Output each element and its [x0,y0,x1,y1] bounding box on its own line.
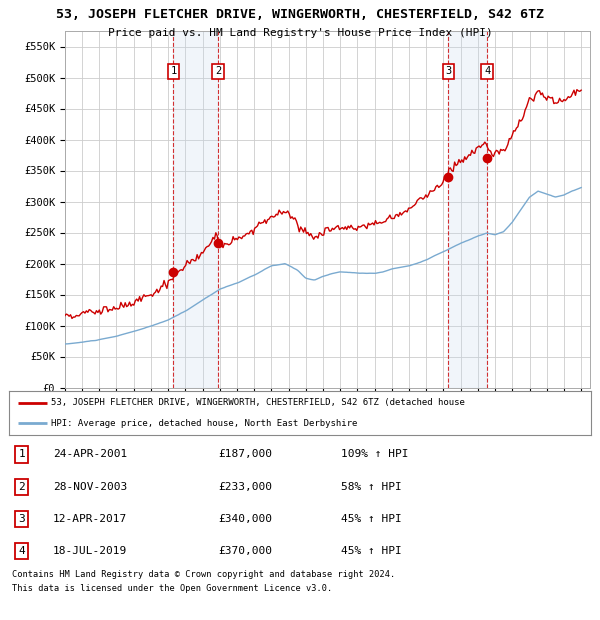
Text: This data is licensed under the Open Government Licence v3.0.: This data is licensed under the Open Gov… [12,584,332,593]
Text: 58% ↑ HPI: 58% ↑ HPI [341,482,401,492]
Bar [448,31,487,388]
Text: 3: 3 [445,66,451,76]
Text: 53, JOSEPH FLETCHER DRIVE, WINGERWORTH, CHESTERFIELD, S42 6TZ: 53, JOSEPH FLETCHER DRIVE, WINGERWORTH, … [56,8,544,21]
Text: 4: 4 [19,546,25,556]
Bar [173,31,218,388]
Text: Contains HM Land Registry data © Crown copyright and database right 2024.: Contains HM Land Registry data © Crown c… [12,570,395,580]
Text: 3: 3 [19,514,25,524]
Text: 45% ↑ HPI: 45% ↑ HPI [341,514,401,524]
Text: 1: 1 [19,450,25,459]
Text: 12-APR-2017: 12-APR-2017 [53,514,127,524]
Text: 109% ↑ HPI: 109% ↑ HPI [341,450,408,459]
Text: 1: 1 [170,66,176,76]
Text: 45% ↑ HPI: 45% ↑ HPI [341,546,401,556]
Text: HPI: Average price, detached house, North East Derbyshire: HPI: Average price, detached house, Nort… [51,418,357,428]
Text: 24-APR-2001: 24-APR-2001 [53,450,127,459]
Text: 2: 2 [215,66,221,76]
Text: £370,000: £370,000 [218,546,272,556]
Text: £187,000: £187,000 [218,450,272,459]
Text: £340,000: £340,000 [218,514,272,524]
Text: 28-NOV-2003: 28-NOV-2003 [53,482,127,492]
Text: 53, JOSEPH FLETCHER DRIVE, WINGERWORTH, CHESTERFIELD, S42 6TZ (detached house: 53, JOSEPH FLETCHER DRIVE, WINGERWORTH, … [51,398,465,407]
Text: Price paid vs. HM Land Registry's House Price Index (HPI): Price paid vs. HM Land Registry's House … [107,28,493,38]
Text: 18-JUL-2019: 18-JUL-2019 [53,546,127,556]
Text: 2: 2 [19,482,25,492]
Text: £233,000: £233,000 [218,482,272,492]
Text: 4: 4 [484,66,490,76]
